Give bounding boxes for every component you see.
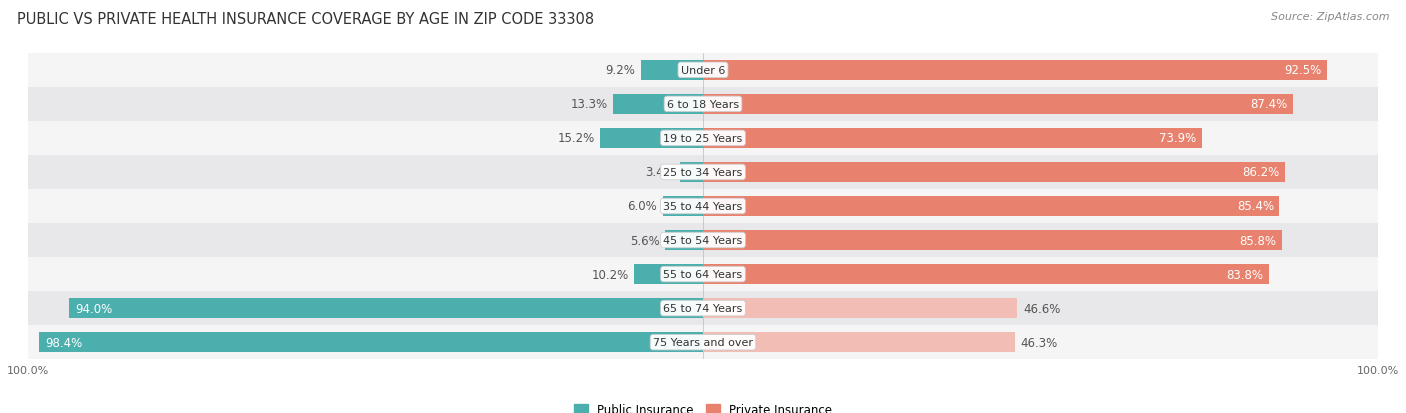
Text: 19 to 25 Years: 19 to 25 Years bbox=[664, 133, 742, 144]
Bar bbox=[703, 129, 1202, 148]
Text: PUBLIC VS PRIVATE HEALTH INSURANCE COVERAGE BY AGE IN ZIP CODE 33308: PUBLIC VS PRIVATE HEALTH INSURANCE COVER… bbox=[17, 12, 593, 27]
Text: 55 to 64 Years: 55 to 64 Years bbox=[664, 269, 742, 280]
Bar bbox=[28, 223, 1378, 257]
Bar bbox=[28, 88, 1378, 121]
Bar bbox=[634, 265, 703, 284]
Text: 3.4%: 3.4% bbox=[645, 166, 675, 179]
Text: 46.3%: 46.3% bbox=[1021, 336, 1059, 349]
Bar bbox=[703, 265, 1268, 284]
Text: 15.2%: 15.2% bbox=[558, 132, 595, 145]
Text: 6 to 18 Years: 6 to 18 Years bbox=[666, 100, 740, 109]
Text: 5.6%: 5.6% bbox=[630, 234, 659, 247]
Bar bbox=[703, 230, 1282, 250]
Bar bbox=[28, 156, 1378, 190]
Legend: Public Insurance, Private Insurance: Public Insurance, Private Insurance bbox=[569, 398, 837, 413]
Text: 6.0%: 6.0% bbox=[627, 200, 657, 213]
Text: 86.2%: 86.2% bbox=[1241, 166, 1279, 179]
Text: Source: ZipAtlas.com: Source: ZipAtlas.com bbox=[1271, 12, 1389, 22]
Text: 94.0%: 94.0% bbox=[76, 302, 112, 315]
Bar bbox=[641, 61, 703, 81]
Text: Under 6: Under 6 bbox=[681, 66, 725, 76]
Bar bbox=[665, 230, 703, 250]
Text: 10.2%: 10.2% bbox=[592, 268, 628, 281]
Text: 75 Years and over: 75 Years and over bbox=[652, 337, 754, 347]
Text: 85.4%: 85.4% bbox=[1237, 200, 1274, 213]
Bar bbox=[703, 299, 1018, 318]
Bar bbox=[703, 61, 1327, 81]
Bar bbox=[39, 332, 703, 352]
Text: 35 to 44 Years: 35 to 44 Years bbox=[664, 202, 742, 211]
Text: 83.8%: 83.8% bbox=[1226, 268, 1263, 281]
Text: 85.8%: 85.8% bbox=[1240, 234, 1277, 247]
Text: 13.3%: 13.3% bbox=[571, 98, 607, 111]
Bar bbox=[703, 95, 1294, 114]
Bar bbox=[69, 299, 703, 318]
Bar bbox=[28, 190, 1378, 223]
Bar bbox=[28, 325, 1378, 359]
Text: 65 to 74 Years: 65 to 74 Years bbox=[664, 304, 742, 313]
Bar bbox=[600, 129, 703, 148]
Text: 92.5%: 92.5% bbox=[1285, 64, 1322, 77]
Bar bbox=[28, 54, 1378, 88]
Bar bbox=[703, 197, 1279, 216]
Text: 98.4%: 98.4% bbox=[45, 336, 83, 349]
Text: 45 to 54 Years: 45 to 54 Years bbox=[664, 235, 742, 245]
Text: 46.6%: 46.6% bbox=[1024, 302, 1060, 315]
Bar bbox=[681, 163, 703, 183]
Bar bbox=[28, 121, 1378, 156]
Bar bbox=[28, 257, 1378, 292]
Bar bbox=[28, 292, 1378, 325]
Text: 25 to 34 Years: 25 to 34 Years bbox=[664, 168, 742, 178]
Bar bbox=[662, 197, 703, 216]
Bar bbox=[703, 163, 1285, 183]
Text: 87.4%: 87.4% bbox=[1250, 98, 1288, 111]
Bar bbox=[703, 332, 1015, 352]
Bar bbox=[613, 95, 703, 114]
Text: 9.2%: 9.2% bbox=[606, 64, 636, 77]
Text: 73.9%: 73.9% bbox=[1159, 132, 1197, 145]
